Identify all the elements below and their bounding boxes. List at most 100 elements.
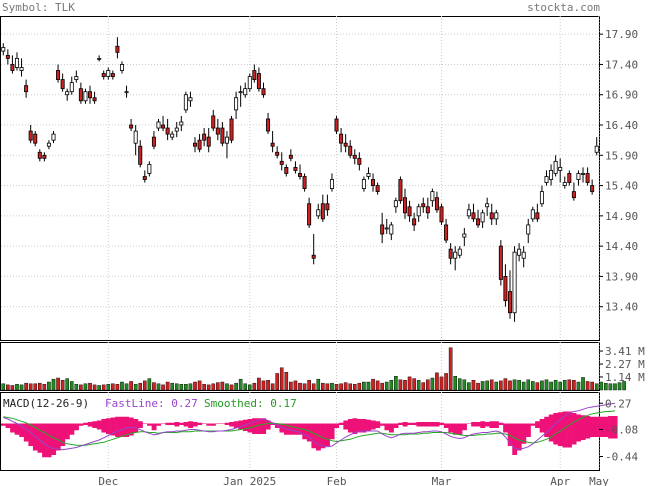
volume-bar: [453, 376, 458, 391]
volume-bar: [480, 381, 485, 391]
candle-body: [46, 142, 51, 147]
macd-histogram-bar: [361, 419, 367, 433]
volume-bar: [97, 385, 101, 391]
volume-bar: [444, 373, 448, 391]
volume-bar: [101, 384, 106, 391]
volume-bar: [257, 377, 261, 391]
volume-bar: [188, 383, 193, 391]
macd-histogram-bar: [539, 419, 545, 433]
candle-body: [512, 251, 517, 314]
macd-histogram-bar: [119, 416, 125, 437]
candle-body: [389, 224, 394, 235]
candle-body: [256, 73, 261, 90]
volume-bar: [129, 381, 133, 391]
volume-bar: [585, 381, 590, 391]
macd-histogram-bar: [334, 423, 340, 428]
macd-histogram-bar: [46, 423, 52, 458]
macd-histogram-bar: [215, 423, 221, 424]
volume-bar: [362, 381, 366, 391]
macd-histogram-bar: [151, 423, 157, 431]
volume-bar: [572, 380, 576, 391]
volume-bar: [467, 382, 471, 391]
x-tick-label: Jan 2025: [223, 475, 276, 486]
macd-histogram-bar: [402, 422, 408, 427]
candle-body: [594, 145, 599, 153]
candle-body: [288, 154, 293, 159]
macd-histogram-bar: [302, 423, 308, 440]
macd-histogram-bar: [325, 423, 330, 446]
candle-body: [329, 179, 334, 189]
macd-histogram-bar: [521, 423, 527, 444]
candle-body: [562, 182, 567, 186]
volume-bar: [485, 380, 489, 391]
volume-bar: [521, 381, 526, 391]
macd-histogram-bar: [612, 416, 618, 439]
macd-histogram-bar: [498, 422, 504, 425]
x-tick-label: Dec: [98, 475, 118, 486]
volume-bar: [133, 384, 138, 391]
macd-histogram-bar: [105, 418, 111, 434]
volume-bar: [352, 384, 357, 391]
volume-bar: [366, 381, 371, 391]
volume-bar: [152, 382, 156, 391]
macd-histogram-bar: [5, 423, 11, 428]
candle-body: [352, 154, 357, 159]
candle-body: [581, 173, 586, 175]
macd-tick-label: 0.27: [605, 397, 632, 410]
macd-histogram-bar: [238, 420, 244, 430]
candle-body: [24, 85, 29, 93]
macd-histogram-bar: [28, 423, 34, 446]
volume-bar: [24, 382, 28, 391]
macd-histogram-bar: [384, 423, 390, 431]
candle-body: [197, 139, 202, 150]
volume-bar: [270, 383, 275, 391]
volume-bar: [375, 380, 380, 391]
macd-histogram-bar: [279, 423, 285, 433]
macd-histogram-bar: [567, 411, 572, 448]
macd-histogram-bar: [206, 423, 212, 426]
macd-histogram-bar: [197, 422, 203, 425]
candle-body: [252, 70, 257, 80]
candle-body: [530, 209, 535, 220]
candle-body: [142, 176, 147, 180]
volume-bar: [398, 379, 403, 391]
volume-bar: [403, 380, 407, 391]
candle-body: [56, 70, 61, 80]
macd-histogram-bar: [74, 423, 79, 431]
volume-bar: [293, 380, 298, 391]
volume-bar: [389, 380, 394, 391]
volume-bar: [384, 381, 389, 391]
volume-bar: [275, 373, 279, 391]
macd-histogram-bar: [507, 423, 513, 446]
candle-body: [480, 212, 485, 223]
macd-histogram-bar: [306, 423, 312, 442]
volume-bar: [88, 382, 92, 391]
candle-body: [361, 179, 366, 189]
price-tick-label: 17.40: [605, 58, 638, 71]
volume-bar: [540, 380, 544, 391]
candle-body: [224, 136, 229, 144]
volume-bar: [302, 383, 307, 391]
macd-histogram-bar: [101, 419, 107, 433]
candle-body: [10, 64, 15, 71]
macd-histogram-bar: [329, 423, 335, 440]
brand-label[interactable]: stockta.com: [527, 1, 600, 14]
macd-histogram-bar: [576, 414, 582, 442]
candle-body: [325, 203, 330, 211]
candle-body: [585, 173, 590, 183]
macd-histogram-bar: [416, 422, 422, 427]
volume-bar: [334, 384, 339, 391]
candle-body: [535, 212, 540, 220]
candle-body: [78, 88, 83, 102]
candle-body: [307, 203, 312, 226]
macd-histogram-bar: [398, 422, 404, 425]
volume-bar: [115, 384, 120, 391]
macd-histogram-bar: [19, 423, 25, 437]
volume-bar: [508, 380, 512, 391]
volume-bar: [106, 384, 111, 391]
volume-bar: [266, 380, 270, 391]
volume-bar: [426, 379, 430, 391]
candle-body: [471, 212, 476, 220]
price-tick-label: 16.40: [605, 119, 638, 132]
macd-fast-line: [3, 402, 616, 451]
